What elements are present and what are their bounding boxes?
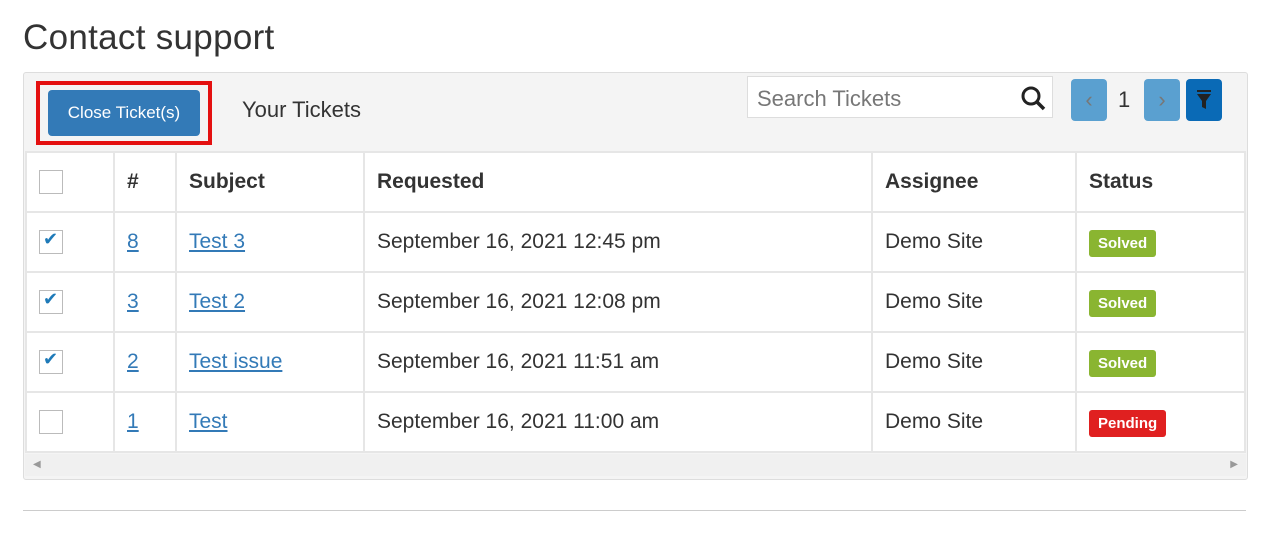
assignee: Demo Site — [871, 391, 1077, 453]
divider — [23, 510, 1246, 511]
assignee: Demo Site — [871, 211, 1077, 273]
ticket-id-link[interactable]: 2 — [127, 350, 139, 373]
table-row: 1 Test September 16, 2021 11:00 am Demo … — [25, 391, 1246, 453]
search-input[interactable]: Search Tickets — [747, 76, 1053, 118]
page-title: Contact support — [23, 18, 275, 57]
status-badge: Solved — [1089, 350, 1157, 377]
section-title: Your Tickets — [242, 97, 362, 122]
ticket-subject-link[interactable]: Test 2 — [189, 290, 246, 313]
table-row: 2 Test issue September 16, 2021 11:51 am… — [25, 331, 1246, 393]
chevron-right-icon: › — [1158, 87, 1166, 112]
requested-date: September 16, 2021 12:08 pm — [363, 271, 873, 333]
table-row: 8 Test 3 September 16, 2021 12:45 pm Dem… — [25, 211, 1246, 273]
assignee: Demo Site — [871, 331, 1077, 393]
requested-date: September 16, 2021 11:00 am — [363, 391, 873, 453]
table-row: 3 Test 2 September 16, 2021 12:08 pm Dem… — [25, 271, 1246, 333]
header-status[interactable]: Status — [1075, 151, 1246, 213]
tickets-panel: Close Ticket(s) Your Tickets Search Tick… — [23, 72, 1248, 480]
header-id[interactable]: # — [113, 151, 177, 213]
header-requested[interactable]: Requested — [363, 151, 873, 213]
next-page-button[interactable]: › — [1144, 79, 1180, 121]
close-tickets-button[interactable]: Close Ticket(s) — [48, 90, 200, 136]
filter-button[interactable] — [1186, 79, 1222, 121]
assignee: Demo Site — [871, 271, 1077, 333]
status-badge: Solved — [1089, 230, 1157, 257]
prev-page-button[interactable]: ‹ — [1071, 79, 1107, 121]
highlight-box — [36, 81, 212, 145]
horizontal-scrollbar[interactable]: ◀ ▶ — [25, 454, 1246, 476]
status-badge: Solved — [1089, 290, 1157, 317]
ticket-id-link[interactable]: 8 — [127, 230, 139, 253]
ticket-subject-link[interactable]: Test — [189, 410, 228, 433]
ticket-subject-link[interactable]: Test 3 — [189, 230, 246, 253]
tickets-table: # Subject Requested Assignee Status 8 Te… — [25, 151, 1246, 453]
ticket-subject-link[interactable]: Test issue — [189, 350, 283, 373]
header-subject[interactable]: Subject — [175, 151, 365, 213]
requested-date: September 16, 2021 12:45 pm — [363, 211, 873, 273]
ticket-id-link[interactable]: 3 — [127, 290, 139, 313]
search-icon[interactable] — [1020, 85, 1046, 111]
row-checkbox[interactable] — [39, 349, 63, 375]
row-checkbox[interactable] — [39, 410, 63, 435]
status-badge: Pending — [1089, 410, 1167, 437]
select-all-checkbox[interactable] — [39, 170, 63, 195]
chevron-left-icon: ‹ — [1085, 87, 1093, 112]
ticket-id-link[interactable]: 1 — [127, 410, 139, 433]
requested-date: September 16, 2021 11:51 am — [363, 331, 873, 393]
filter-icon — [1197, 90, 1211, 109]
header-assignee[interactable]: Assignee — [871, 151, 1077, 213]
search-placeholder: Search Tickets — [757, 86, 902, 111]
row-checkbox[interactable] — [39, 229, 63, 255]
row-checkbox[interactable] — [39, 289, 63, 315]
page-number: 1 — [1118, 87, 1131, 112]
